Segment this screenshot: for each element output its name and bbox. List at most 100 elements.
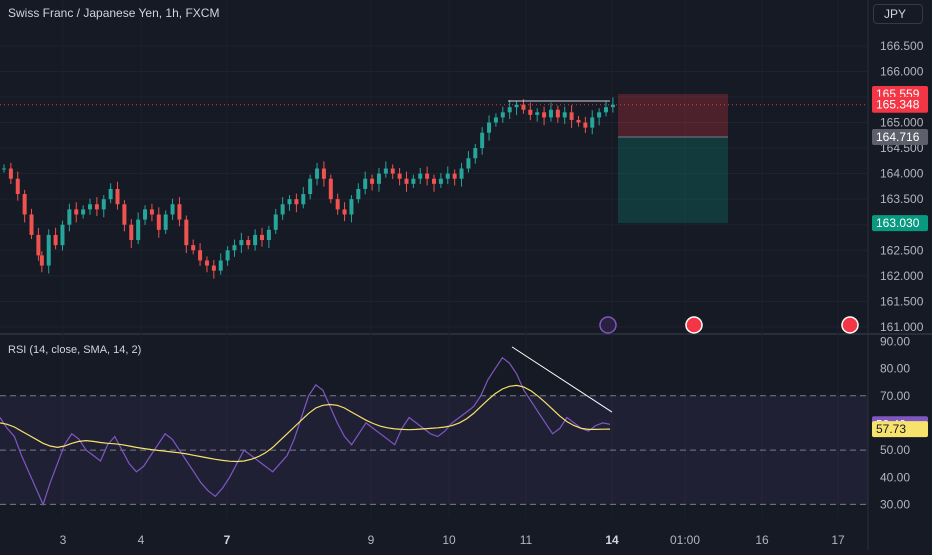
candle-body xyxy=(370,178,375,184)
price-axis-badge xyxy=(872,215,928,232)
candle-body xyxy=(480,132,485,149)
candle-body xyxy=(170,204,175,215)
time-tick-label: 4 xyxy=(138,533,145,547)
time-tick-label: 9 xyxy=(368,533,375,547)
candle-body xyxy=(94,204,99,210)
price-axis-badge-text: 163.030 xyxy=(876,216,920,230)
candle-body xyxy=(204,260,209,266)
candle-body xyxy=(122,204,127,225)
candle-body xyxy=(473,148,478,159)
price-tick-label: 164.000 xyxy=(880,167,924,181)
rsi-ma-line xyxy=(0,384,611,463)
candle-body xyxy=(445,173,450,179)
candle-body xyxy=(356,188,361,200)
time-tick-label: 14 xyxy=(605,533,619,547)
rsi-value-badge xyxy=(872,421,928,438)
price-tick-label: 161.000 xyxy=(880,320,924,334)
rsi-trendline xyxy=(511,346,613,413)
candle-body xyxy=(452,173,457,179)
rsi-value-badge-text: 57.73 xyxy=(876,422,906,436)
candle-body xyxy=(569,112,574,120)
candle-body xyxy=(136,219,141,241)
candle-body xyxy=(528,109,533,115)
time-tick-label: 17 xyxy=(831,533,845,547)
candle-body xyxy=(493,117,498,123)
candle-body xyxy=(548,109,553,118)
candle-body xyxy=(294,199,299,205)
candle-body xyxy=(308,178,313,195)
candle-body xyxy=(432,178,436,184)
candle-body xyxy=(438,178,443,184)
candle-body xyxy=(342,209,347,215)
price-tick-label: 162.500 xyxy=(880,243,924,257)
candle-body xyxy=(555,109,560,118)
candle-body xyxy=(383,168,388,174)
stop-loss-zone xyxy=(618,93,728,138)
candle-body xyxy=(507,107,512,113)
candle-body xyxy=(232,245,237,251)
candle-body xyxy=(81,209,86,215)
price-tick-label: 161.500 xyxy=(880,294,924,308)
price-tick-label: 163.500 xyxy=(880,192,924,206)
candle-body xyxy=(266,229,271,241)
price-tick-label: 166.500 xyxy=(880,39,924,53)
candle-body xyxy=(101,199,106,210)
candle-body xyxy=(115,188,120,205)
candle-body xyxy=(459,168,464,179)
candle-body xyxy=(177,204,182,220)
take-profit-zone xyxy=(618,137,728,224)
candle-body xyxy=(321,168,326,179)
rsi-tick-label: 30.00 xyxy=(880,497,910,511)
candle-body xyxy=(22,194,27,215)
price-tick-label: 165.000 xyxy=(880,116,924,130)
candle-body xyxy=(156,214,161,230)
candle-body xyxy=(418,173,423,179)
price-axis-badge-text: 165.348 xyxy=(876,98,920,112)
price-axis-badge xyxy=(872,96,928,113)
currency-select-button[interactable]: JPY xyxy=(873,4,923,24)
candle-body xyxy=(535,112,540,115)
event-marker-icon[interactable] xyxy=(841,316,859,334)
candle-body xyxy=(514,104,519,108)
time-tick-label: 16 xyxy=(755,533,769,547)
event-marker-icon[interactable] xyxy=(685,316,703,334)
candle-body xyxy=(198,250,203,261)
candle-body xyxy=(604,107,608,113)
candle-body xyxy=(36,234,41,256)
candle-body xyxy=(280,204,285,215)
rsi-tick-label: 40.00 xyxy=(880,470,910,484)
time-tick-label: 01:00 xyxy=(670,533,700,547)
rsi-line xyxy=(0,356,611,507)
rsi-tick-label: 90.00 xyxy=(880,334,910,348)
time-tick-label: 11 xyxy=(520,533,533,547)
candle-body xyxy=(218,260,223,271)
rsi-tick-label: 80.00 xyxy=(880,362,910,376)
candle-body xyxy=(108,188,113,200)
symbol-title: Swiss Franc / Japanese Yen, 1h, FXCM xyxy=(8,6,220,20)
candle-body xyxy=(404,178,409,184)
lightning-event-icon[interactable] xyxy=(599,316,617,334)
candle-body xyxy=(191,245,196,251)
candle-body xyxy=(390,168,395,174)
candle-body xyxy=(211,265,216,271)
candle-body xyxy=(163,214,168,230)
candle-body xyxy=(597,112,602,118)
candle-body xyxy=(376,173,381,184)
candle-body xyxy=(260,234,264,241)
candle-body xyxy=(301,194,306,205)
candle-body xyxy=(2,168,6,170)
candle-body xyxy=(590,117,595,128)
rsi-tick-label: 70.00 xyxy=(880,389,910,403)
candle-body xyxy=(46,234,51,266)
candle-body xyxy=(576,119,581,123)
rsi-tick-label: 50.00 xyxy=(880,443,910,457)
price-axis-badge-text: 164.716 xyxy=(876,130,920,144)
candle-body xyxy=(39,255,44,266)
candle-body xyxy=(562,112,567,118)
time-tick-label: 10 xyxy=(442,533,456,547)
candle-body xyxy=(88,204,92,210)
candle-body xyxy=(129,224,134,241)
price-axis-badge xyxy=(872,129,928,146)
